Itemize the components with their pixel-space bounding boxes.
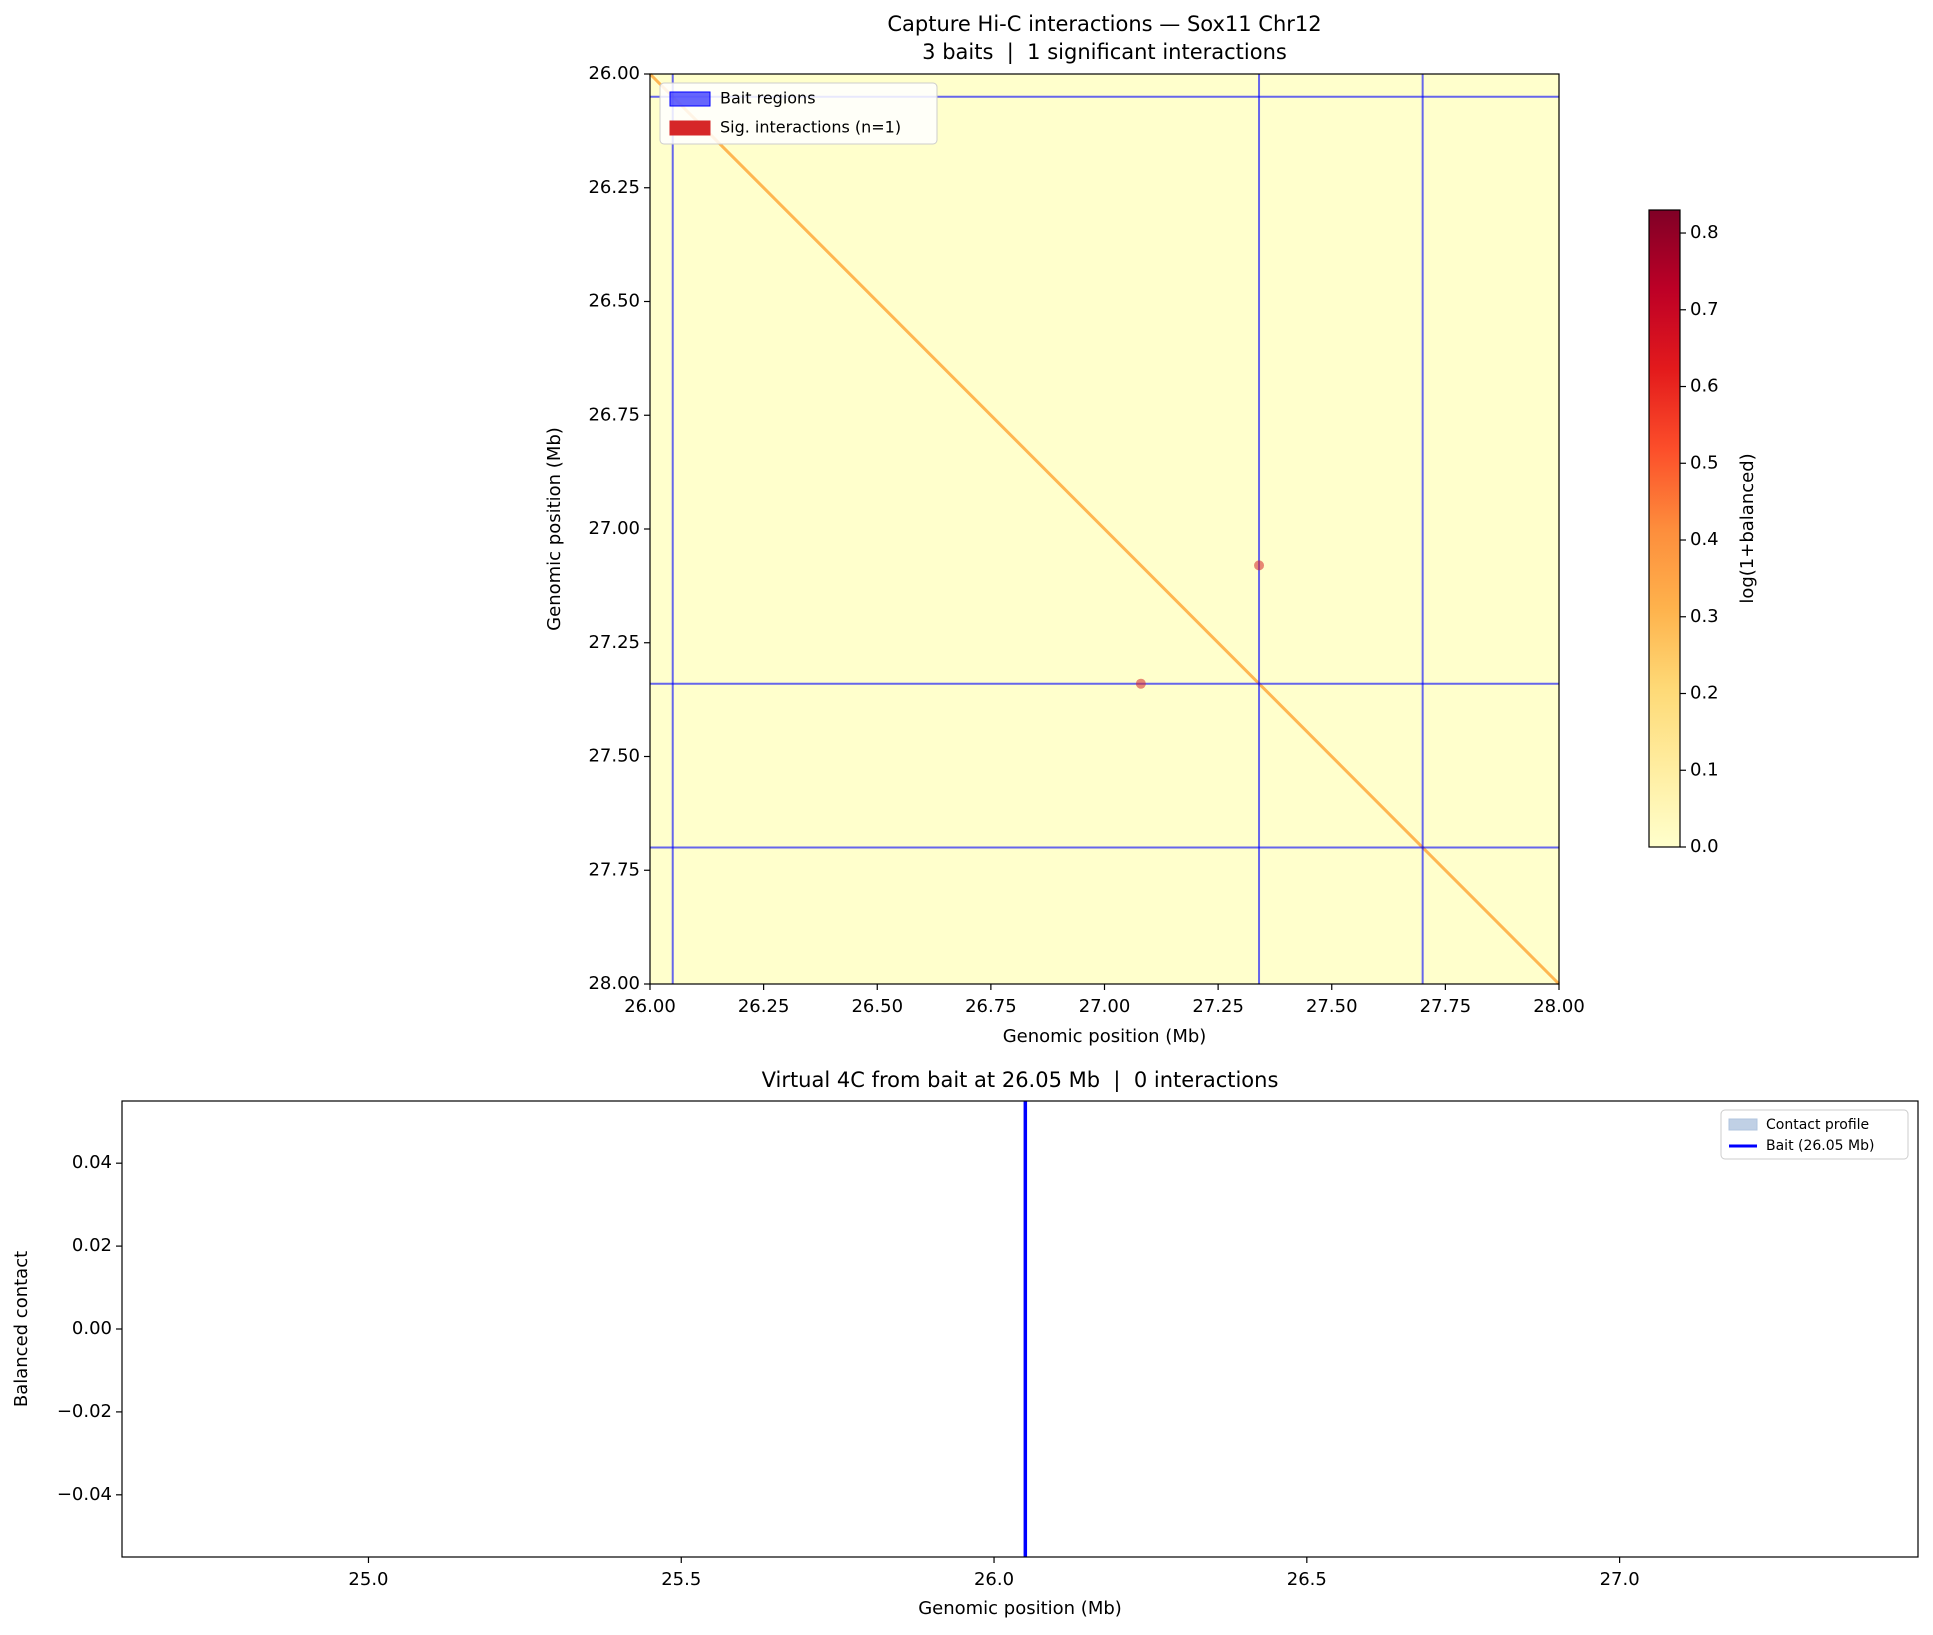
diagonal [648, 72, 1561, 986]
legend-box [1720, 1109, 1909, 1160]
legend-label: Bait regions [720, 89, 816, 108]
x-tick-label: 25.5 [661, 1569, 701, 1590]
colorbar-label: log(1+balanced) [1737, 453, 1758, 603]
y-tick-label: −0.02 [57, 1401, 112, 1422]
y-tick-label: 26.25 [588, 177, 640, 198]
x-axis-label: Genomic position (Mb) [918, 1598, 1122, 1619]
colorbar-tick-label: 0.1 [1690, 759, 1719, 780]
x-tick-label: 27.0 [1600, 1569, 1640, 1590]
x-tick-label: 27.75 [1420, 996, 1472, 1017]
y-tick-label: 27.25 [588, 632, 640, 653]
y-tick-label: 0.02 [72, 1235, 112, 1256]
chart-title: Virtual 4C from bait at 26.05 Mb | 0 int… [762, 1068, 1279, 1093]
x-tick-label: 26.75 [965, 996, 1017, 1017]
chart-title: Capture Hi-C interactions — Sox11 Chr12 [887, 12, 1321, 36]
x-tick-label: 26.50 [851, 996, 903, 1017]
x-tick-label: 27.50 [1306, 996, 1358, 1017]
y-tick-label: 26.00 [588, 63, 640, 84]
y-tick-label: 28.00 [588, 973, 640, 994]
x-tick-label: 26.00 [624, 996, 676, 1017]
y-tick-label: 0.04 [72, 1152, 112, 1173]
colorbar-tick-label: 0.4 [1690, 529, 1719, 550]
legend-patch [669, 120, 711, 136]
sig-interaction [1254, 560, 1265, 571]
x-tick-label: 25.0 [348, 1569, 388, 1590]
colorbar-tick-label: 0.2 [1690, 683, 1719, 704]
legend-label: Bait (26.05 Mb) [1766, 1138, 1874, 1154]
colorbar-tick-label: 0.0 [1690, 836, 1719, 857]
sig-interaction [1135, 678, 1146, 689]
plot-frame [121, 1100, 1919, 1558]
colorbar-tick-label: 0.7 [1690, 299, 1719, 320]
y-tick-label: −0.04 [57, 1484, 112, 1505]
x-tick-label: 27.25 [1192, 996, 1244, 1017]
legend-patch [669, 91, 711, 107]
x-tick-label: 26.25 [738, 996, 790, 1017]
colorbar [1648, 209, 1681, 848]
colorbar-tick-label: 0.8 [1690, 222, 1719, 243]
x-tick-label: 28.00 [1533, 996, 1585, 1017]
colorbar-tick-label: 0.6 [1690, 376, 1719, 397]
y-axis-label: Genomic position (Mb) [544, 427, 565, 631]
x-tick-label: 26.0 [974, 1569, 1014, 1590]
y-tick-label: 27.75 [588, 859, 640, 880]
legend-box [659, 82, 938, 145]
y-tick-label: 27.50 [588, 746, 640, 767]
colorbar-tick-label: 0.3 [1690, 606, 1719, 627]
legend-patch [1728, 1118, 1758, 1131]
x-tick-label: 27.00 [1079, 996, 1131, 1017]
legend-label: Contact profile [1766, 1117, 1869, 1133]
x-tick-label: 26.5 [1287, 1569, 1327, 1590]
y-tick-label: 0.00 [72, 1318, 112, 1339]
legend-label: Sig. interactions (n=1) [720, 118, 901, 137]
x-axis-label: Genomic position (Mb) [1003, 1026, 1207, 1047]
chart-subtitle: 3 baits | 1 significant interactions [922, 40, 1287, 65]
y-tick-label: 26.75 [588, 404, 640, 425]
y-axis-label: Balanced contact [11, 1251, 32, 1407]
y-tick-label: 26.50 [588, 291, 640, 312]
y-tick-label: 27.00 [588, 518, 640, 539]
colorbar-tick-label: 0.5 [1690, 452, 1719, 473]
